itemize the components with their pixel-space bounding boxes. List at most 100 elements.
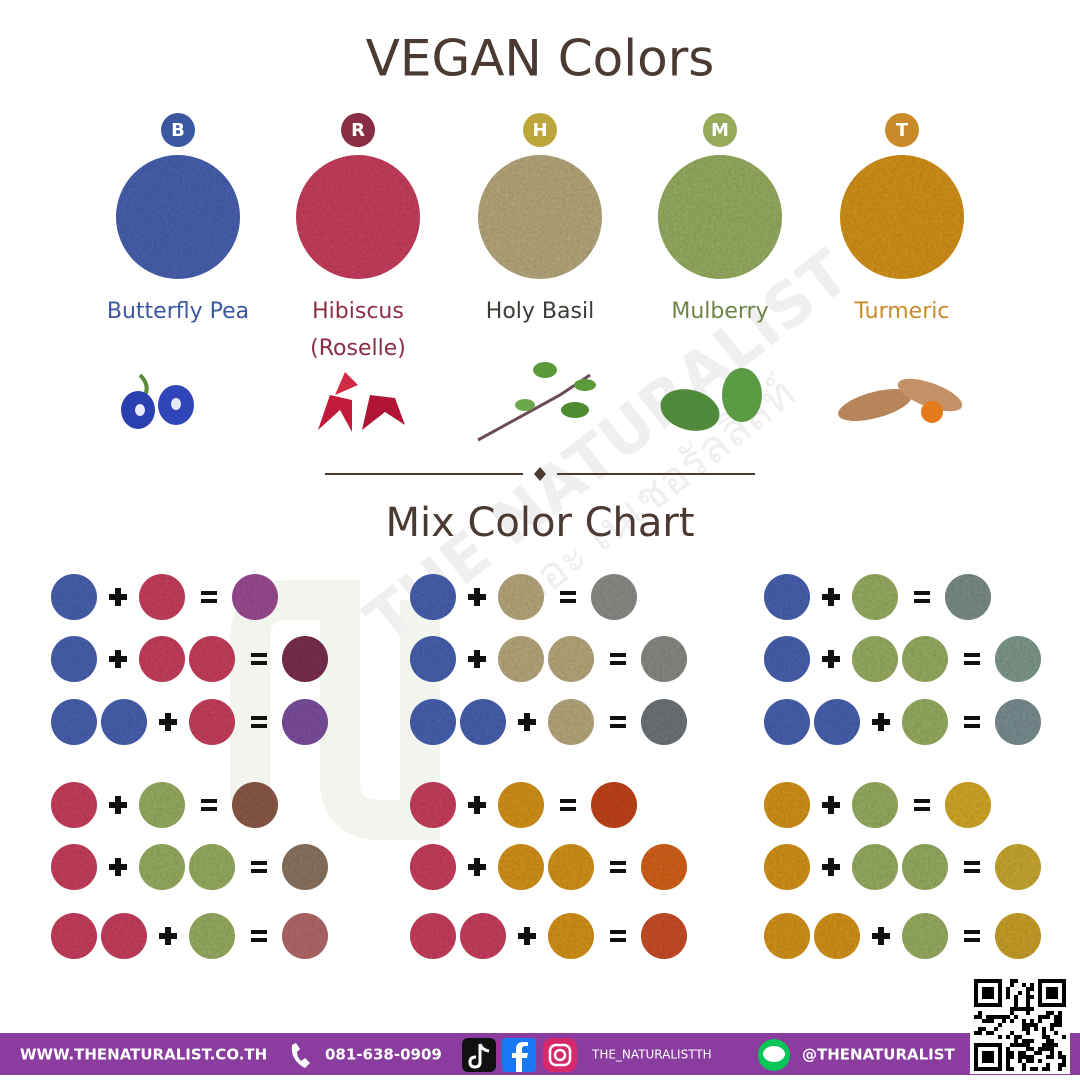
qr-cell: [1058, 1023, 1062, 1027]
qr-cell: [1058, 1051, 1062, 1055]
powder-dot: [764, 844, 810, 890]
powder-dot: [764, 636, 810, 682]
qr-cell: [1014, 999, 1018, 1003]
qr-cell: [1026, 995, 1030, 999]
roselle-flower: [318, 372, 405, 432]
title: VEGAN Colors: [366, 30, 715, 88]
equals-sign: [251, 861, 267, 865]
powder-dot: [814, 699, 860, 745]
social-handle[interactable]: THE_NATURALISTTH: [591, 1048, 712, 1062]
qr-cell: [1018, 1059, 1022, 1063]
line-icon[interactable]: [758, 1039, 790, 1071]
tiktok-icon[interactable]: [462, 1038, 496, 1072]
qr-cell: [1026, 987, 1030, 991]
qr-cell: [982, 1019, 986, 1023]
instagram-icon[interactable]: [543, 1038, 577, 1072]
plus-sign: [828, 858, 834, 876]
qr-cell: [1034, 1051, 1038, 1055]
qr-cell: [1026, 1027, 1030, 1031]
qr-cell: [1038, 1047, 1042, 1051]
powder-dot: [945, 782, 991, 828]
equals-sign: [610, 869, 626, 873]
equals-sign: [964, 653, 980, 657]
qr-cell: [986, 1019, 990, 1023]
equals-sign: [964, 938, 980, 942]
qr-cell: [1014, 1043, 1018, 1047]
qr-cell: [1050, 1011, 1054, 1015]
qr-cell: [1050, 1023, 1054, 1027]
plus-sign: [828, 796, 834, 814]
qr-cell: [1014, 1039, 1018, 1043]
powder-dot: [498, 636, 544, 682]
qr-cell: [1030, 1023, 1034, 1027]
qr-cell: [1006, 995, 1010, 999]
qr-cell: [1046, 1055, 1050, 1059]
plus-sign: [165, 927, 171, 945]
qr-cell: [1050, 1055, 1054, 1059]
line-handle[interactable]: @THENATURALIST: [802, 1046, 956, 1064]
qr-cell: [1030, 1039, 1034, 1043]
equals-sign: [251, 724, 267, 728]
qr-cell: [978, 1015, 982, 1019]
powder-dot: [410, 844, 456, 890]
equals-sign: [201, 799, 217, 803]
powder-dot: [460, 699, 506, 745]
powder-dot: [548, 844, 594, 890]
qr-cell: [1026, 1007, 1030, 1011]
qr-cell: [1018, 1007, 1022, 1011]
qr-code[interactable]: [970, 976, 1070, 1074]
qr-cell: [1014, 1015, 1018, 1019]
badge: [703, 113, 737, 147]
qr-cell: [1050, 1039, 1054, 1043]
phone[interactable]: 081-638-0909: [325, 1046, 442, 1064]
equals-sign: [964, 861, 980, 865]
powder-swatch: [478, 155, 602, 279]
powder-dot: [548, 636, 594, 682]
powder-dot: [232, 782, 278, 828]
qr-cell: [1054, 1019, 1058, 1023]
qr-cell: [1026, 1031, 1030, 1035]
qr-cell: [1054, 1015, 1058, 1019]
powder-dot: [498, 574, 544, 620]
powder-dot: [51, 699, 97, 745]
ingredient-name: Mulberry: [671, 299, 768, 324]
facebook-icon[interactable]: [502, 1038, 536, 1072]
powder-dot: [51, 782, 97, 828]
qr-cell: [1026, 991, 1030, 995]
powder-dot: [410, 782, 456, 828]
qr-cell: [1022, 1067, 1026, 1071]
badge-letter: H: [532, 120, 547, 141]
qr-cell: [1002, 1019, 1006, 1023]
qr-cell: [1038, 1019, 1042, 1023]
website[interactable]: WWW.THENATURALIST.CO.TH: [20, 1046, 267, 1064]
equals-sign: [964, 724, 980, 728]
powder-dot: [641, 636, 687, 682]
qr-cell: [1042, 1031, 1046, 1035]
plus-sign: [474, 796, 480, 814]
qr-cell: [1046, 1067, 1050, 1071]
badge: [885, 113, 919, 147]
powder-dot: [498, 844, 544, 890]
powder-dot: [902, 636, 948, 682]
qr-cell: [1038, 1059, 1042, 1063]
qr-cell: [1010, 1019, 1014, 1023]
powder-dot: [548, 913, 594, 959]
powder-dot: [995, 636, 1041, 682]
ingredient-name: Holy Basil: [486, 299, 594, 324]
qr-cell: [1058, 1011, 1062, 1015]
powder-dot: [410, 574, 456, 620]
powder-dot: [51, 636, 97, 682]
qr-cell: [1026, 1059, 1030, 1063]
powder-dot: [139, 574, 185, 620]
powder-dot: [902, 913, 948, 959]
powder-dot: [139, 782, 185, 828]
qr-cell: [1030, 987, 1034, 991]
equals-sign: [914, 807, 930, 811]
badge: [161, 113, 195, 147]
equals-sign: [610, 938, 626, 942]
holy-basil-sprig: [477, 362, 596, 442]
plus-sign: [878, 927, 884, 945]
powder-dot: [814, 913, 860, 959]
powder-dot: [101, 699, 147, 745]
powder-swatch: [658, 155, 782, 279]
